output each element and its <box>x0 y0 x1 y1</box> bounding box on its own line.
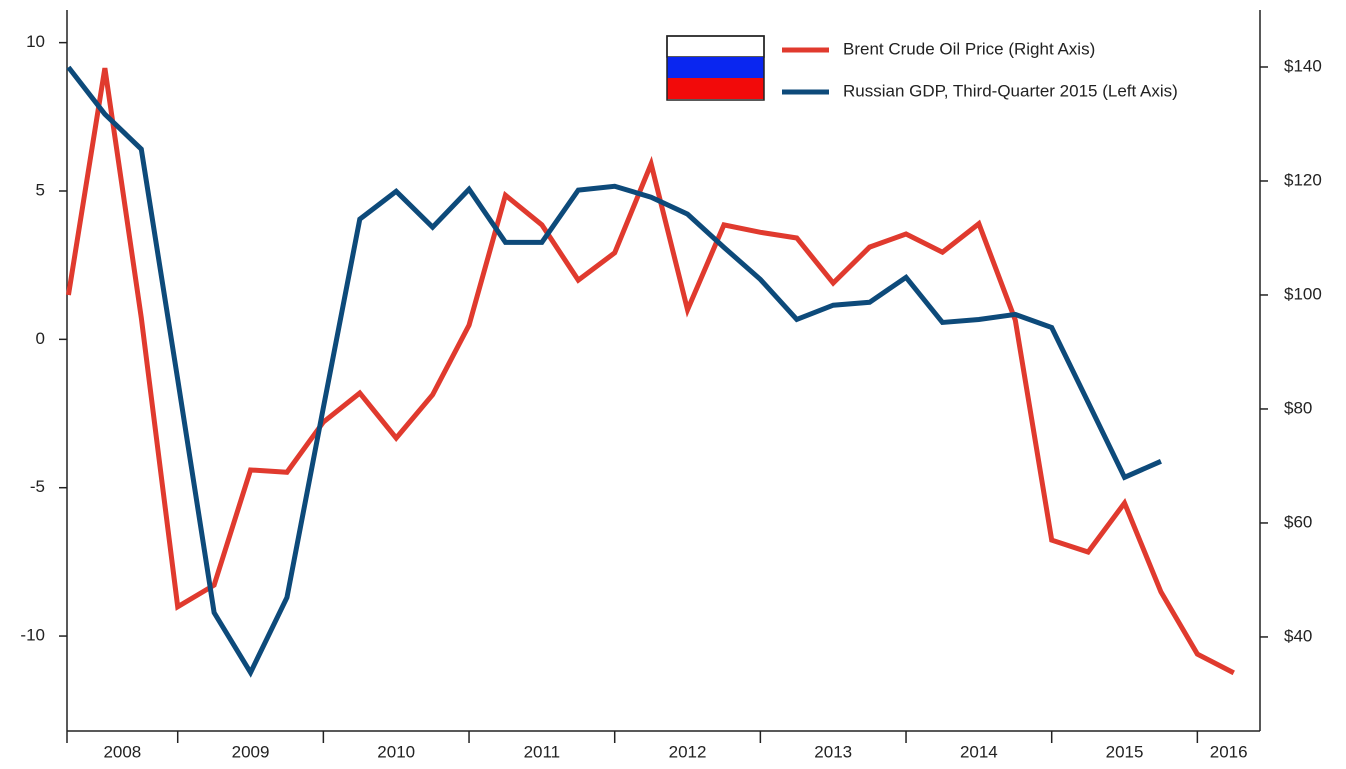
legend-flag <box>666 35 765 101</box>
y2-tick-label: $100 <box>1284 284 1322 303</box>
y2-tick-label: $120 <box>1284 170 1322 189</box>
legend-label: Russian GDP, Third-Quarter 2015 (Left Ax… <box>843 81 1178 100</box>
y-tick-label: -5 <box>30 477 45 496</box>
x-tick-label: 2014 <box>960 742 998 761</box>
y2-tick-label: $80 <box>1284 398 1312 417</box>
y2-tick-label: $60 <box>1284 512 1312 531</box>
x-tick-label: 2008 <box>103 742 141 761</box>
x-tick-label: 2015 <box>1106 742 1144 761</box>
y-tick-label: 5 <box>36 180 45 199</box>
y2-tick-label: $40 <box>1284 626 1312 645</box>
series-line <box>65 67 1235 676</box>
legend-label: Brent Crude Oil Price (Right Axis) <box>843 39 1095 58</box>
x-tick-label: 2016 <box>1210 742 1248 761</box>
x-tick-label: 2013 <box>814 742 852 761</box>
y-tick-label: 10 <box>26 32 45 51</box>
y2-tick-label: $140 <box>1284 56 1322 75</box>
y-tick-label: 0 <box>36 329 45 348</box>
series-line <box>66 65 1162 678</box>
x-tick-label: 2011 <box>524 742 561 761</box>
x-tick-label: 2012 <box>669 742 707 761</box>
x-tick-label: 2010 <box>377 742 415 761</box>
y-tick-label: -10 <box>20 626 45 645</box>
x-tick-label: 2009 <box>232 742 270 761</box>
